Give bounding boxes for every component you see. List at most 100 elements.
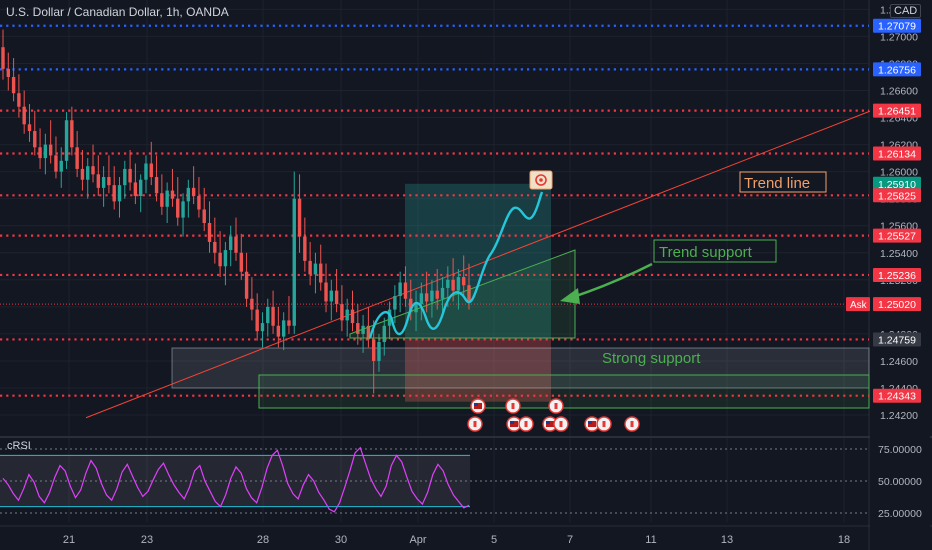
price-axis[interactable]: 1.272001.270001.268001.266001.264001.262… [846,0,930,550]
support-box-lower [258,374,870,409]
trend-line-label: Trend line [744,175,810,192]
candle-body [329,290,334,302]
target-zone [405,183,551,340]
time-tick-label: 30 [335,534,347,546]
candle-body [144,163,148,180]
candle-body [229,236,233,251]
price-label-text: 1.26756 [878,64,916,76]
candle-body [170,190,175,199]
us-flag-canton [546,421,550,424]
candle-body [149,163,153,178]
price-label-badge[interactable] [873,103,921,118]
candle-body [223,250,228,267]
price-tick-label: 1.27000 [880,31,918,43]
time-tick-label: 13 [721,534,733,546]
time-tick-label: Apr [409,534,426,546]
candle-body [112,185,116,202]
candle-body [38,147,42,159]
price-label-badge[interactable] [873,188,921,203]
price-label-text: 1.27079 [878,21,916,33]
candle-body [271,306,275,326]
candle-body [319,263,323,283]
rsi-tick-label: 25.00000 [878,508,922,520]
candle-body [91,166,95,175]
candle-body [6,68,10,77]
target-icon-center [539,178,543,182]
price-tick-label: 1.25400 [880,248,918,260]
price-tick-label: 1.26000 [880,167,918,179]
price-label-badge[interactable] [873,62,921,77]
price-label-text: 1.25910 [878,179,916,191]
time-axis[interactable]: 21 23 28 30 Apr 5 7 11 13 18 [63,534,850,546]
price-tick-label: 1.26600 [880,85,918,97]
price-tick-label: 1.24200 [880,410,918,422]
price-label-badge[interactable] [873,332,921,347]
candle-body [356,323,360,334]
zones-layer [171,183,870,409]
candle-body [117,185,122,202]
candle-body [197,195,201,210]
candle-body [160,193,164,207]
time-tick-label: 11 [645,534,656,546]
ca-flag-leaf [554,403,558,409]
candle-body [435,290,439,299]
candle-body [33,131,37,148]
candle-body [1,47,5,69]
trend-line-label-box[interactable] [739,171,827,193]
price-levels [0,24,869,397]
candle-body [462,277,466,286]
price-label-badge[interactable] [873,297,921,312]
candle-body [361,325,365,334]
projection-path[interactable] [368,191,544,339]
candle-body [371,339,376,361]
candle-body [27,124,32,132]
us-flag-canton [510,421,514,424]
trend-support-label-box[interactable] [653,239,777,263]
economic-events[interactable] [467,398,640,432]
candle-body [292,198,296,326]
price-label-badge[interactable] [873,176,921,191]
time-tick-label: 21 [63,534,75,546]
price-label-badge[interactable] [873,18,921,33]
trend-line[interactable] [85,110,872,419]
candle-body [414,304,418,313]
time-tick-label: 5 [491,534,497,546]
candle-body [340,304,344,321]
price-label-text: 1.25020 [878,299,916,311]
candle-body [377,342,381,361]
price-label-badge[interactable] [873,267,921,282]
candle-body [207,223,212,242]
candle-body [48,144,53,156]
currency-label[interactable]: CAD [890,4,922,18]
ask-tag[interactable] [846,297,870,312]
candle-body [287,320,291,326]
candle-body [17,93,21,107]
rsi-title: cRSI [7,440,31,452]
drawings-layer[interactable]: Trend line Trend support Strong support [349,170,827,367]
candle-body [80,168,85,180]
candles-layer [1,29,471,394]
candle-body [297,198,302,237]
candle-body [403,282,408,299]
rsi-tick-label: 50.00000 [878,476,922,488]
ca-flag-leaf [524,421,528,427]
arrow-head [560,288,580,304]
candle-body [451,279,455,291]
rsi-line [2,446,470,513]
price-label-badge[interactable] [873,228,921,243]
symbol-title[interactable]: U.S. Dollar / Canadian Dollar, 1h, OANDA [6,5,229,19]
candle-body [255,309,259,332]
candle-body [70,120,74,148]
price-label-text: 1.24759 [878,334,916,346]
price-label-badge[interactable] [873,146,921,161]
price-label-badge[interactable] [873,388,921,403]
trend-line-layer[interactable] [85,110,872,419]
candle-body [244,271,249,299]
candle-body [234,236,238,253]
candle-body [345,309,349,321]
candle-body [446,279,450,288]
candle-body [11,76,16,94]
price-label-text: 1.24343 [878,391,916,403]
